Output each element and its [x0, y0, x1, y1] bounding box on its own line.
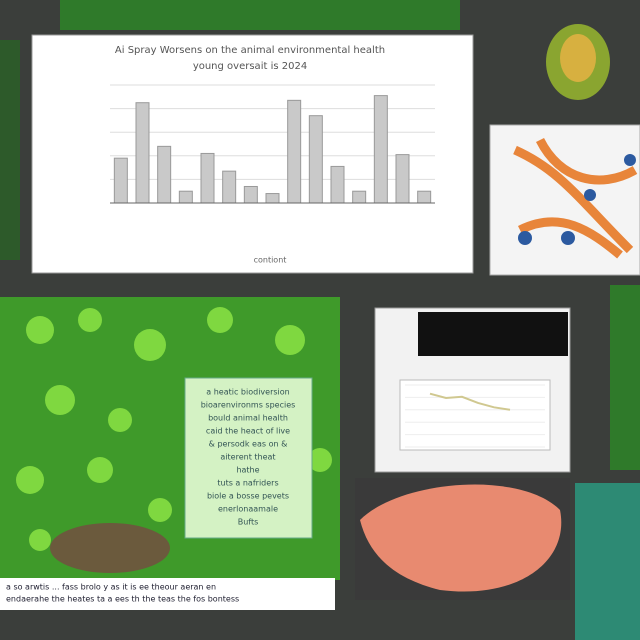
fish-image [360, 484, 562, 592]
line-chart-panel [399, 379, 551, 451]
right-strip [610, 285, 640, 470]
texture-dots [16, 307, 332, 551]
bar [243, 185, 258, 204]
note-line: aiterent theat [220, 453, 275, 462]
bar [330, 165, 345, 204]
left-strip [0, 40, 20, 260]
bar-chart-panel [31, 34, 474, 274]
screenshot-header [418, 312, 568, 356]
diagram-branches [513, 137, 638, 259]
line [429, 392, 511, 411]
diagram-node [624, 154, 636, 166]
ring-center [560, 34, 596, 82]
bar [265, 193, 280, 204]
bar [417, 190, 432, 204]
note-line: hathe [236, 466, 259, 475]
x-axis-label: contiont [254, 256, 287, 265]
note-line: caid the heact of live [206, 427, 290, 436]
diagram-node [518, 231, 532, 245]
bar [157, 145, 172, 204]
bar [113, 157, 128, 204]
bar [308, 115, 323, 204]
bar [135, 102, 150, 204]
chart-title: Ai Spray Worsens on the animal environme… [115, 45, 385, 56]
note-line: & persodk eas on & [209, 440, 288, 449]
caption-band [0, 578, 335, 610]
note-box [184, 377, 313, 539]
bar [352, 190, 367, 204]
note-line: bioarenvironms species [201, 401, 296, 410]
bar [222, 170, 237, 204]
note-line: Bufts [238, 518, 259, 527]
caption-line: a so arwtis ... fass brolo y as it is ee… [6, 583, 216, 592]
animal-image [50, 523, 170, 573]
teal-pattern [575, 483, 640, 640]
caption-line: endaerahe the heates ta a ees th the tea… [6, 595, 239, 604]
note-line: biole a bosse pevets [207, 492, 289, 501]
bar [287, 99, 302, 204]
bar [373, 95, 388, 204]
note-line: enerlonaamale [218, 505, 278, 514]
bar [200, 152, 215, 204]
bar [395, 154, 410, 204]
chart-subtitle: young oversait is 2024 [193, 61, 307, 72]
note-line: tuts a nafriders [217, 479, 278, 488]
note-line: bould animal health [208, 414, 288, 423]
foliage-strip [60, 0, 460, 30]
note-line: a heatic biodiversion [206, 388, 289, 397]
diagram-node [561, 231, 575, 245]
bar [178, 190, 193, 204]
diagram-node [584, 189, 596, 201]
